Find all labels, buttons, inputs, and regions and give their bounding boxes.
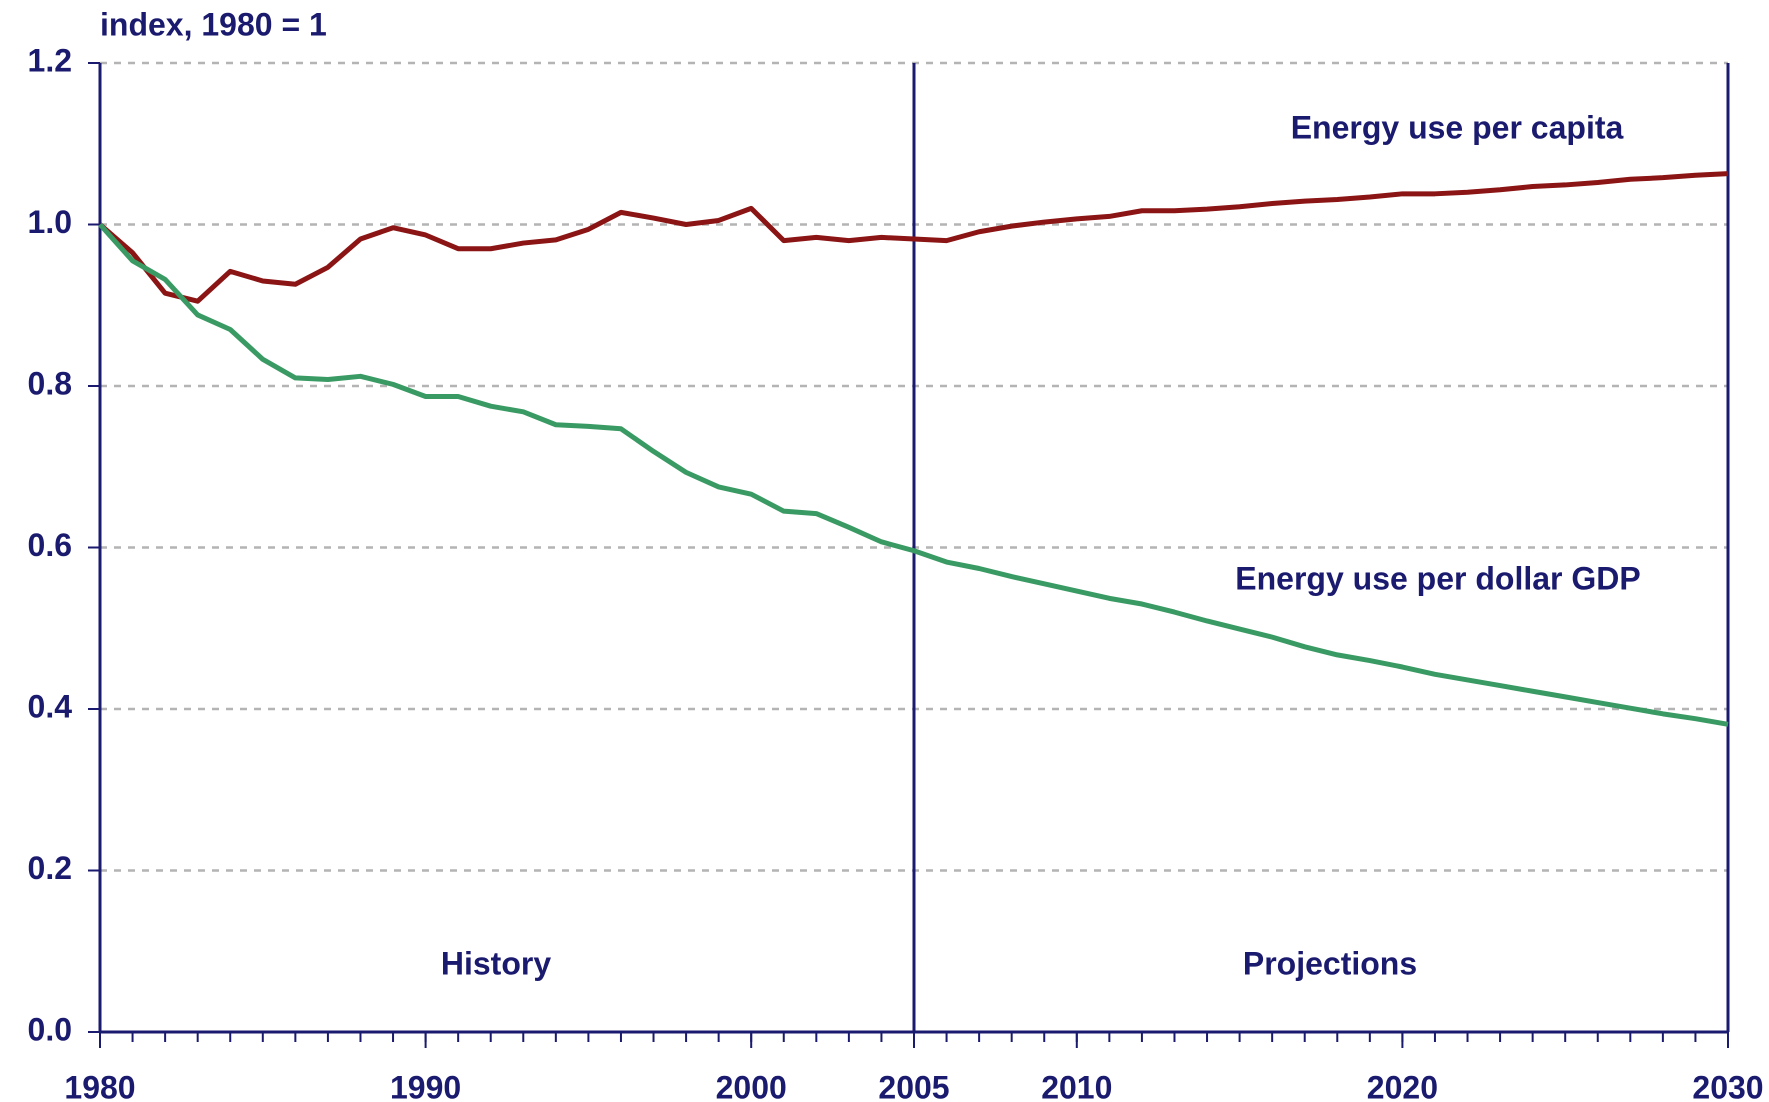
x-tick-label: 2005: [878, 1069, 949, 1102]
x-tick-label: 1980: [64, 1069, 135, 1102]
x-tick-label: 2030: [1692, 1069, 1763, 1102]
series-label: Energy use per dollar GDP: [1235, 560, 1640, 596]
y-tick-label: 0.6: [28, 527, 72, 563]
annotation: Projections: [1243, 945, 1417, 981]
y-tick-label: 0.2: [28, 850, 72, 886]
y-tick-label: 0.0: [28, 1011, 72, 1047]
x-tick-label: 2000: [716, 1069, 787, 1102]
annotation: History: [441, 945, 551, 981]
series-label: Energy use per capita: [1291, 109, 1624, 145]
y-tick-label: 1.2: [28, 42, 72, 78]
series-line: [98, 171, 1729, 304]
y-axis-label: index, 1980 = 1: [100, 6, 327, 42]
y-tick-label: 1.0: [28, 204, 72, 240]
y-tick-label: 0.8: [28, 365, 72, 401]
x-tick-label: 2010: [1041, 1069, 1112, 1102]
y-tick-label: 0.4: [28, 688, 73, 724]
x-tick-label: 1990: [390, 1069, 461, 1102]
series-line: [98, 222, 1729, 727]
x-tick-label: 2020: [1367, 1069, 1438, 1102]
